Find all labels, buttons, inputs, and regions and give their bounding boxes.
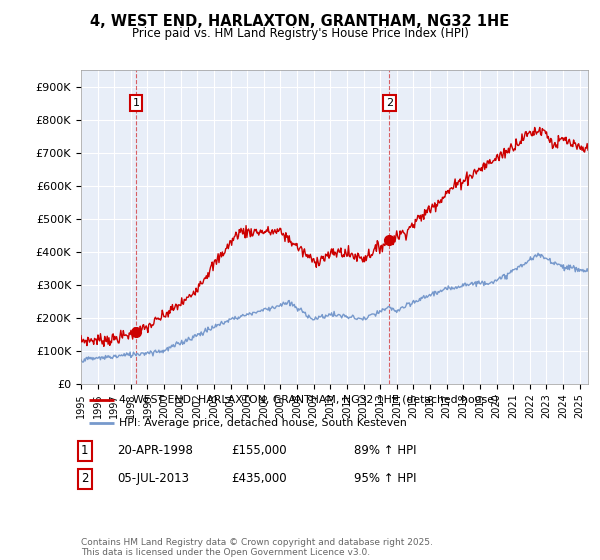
Text: Contains HM Land Registry data © Crown copyright and database right 2025.
This d: Contains HM Land Registry data © Crown c… (81, 538, 433, 557)
Text: 2: 2 (386, 98, 393, 108)
Text: 20-APR-1998: 20-APR-1998 (117, 444, 193, 458)
Text: £435,000: £435,000 (231, 472, 287, 486)
Text: 05-JUL-2013: 05-JUL-2013 (117, 472, 189, 486)
Text: HPI: Average price, detached house, South Kesteven: HPI: Average price, detached house, Sout… (119, 418, 407, 427)
Text: 1: 1 (133, 98, 139, 108)
Text: 4, WEST END, HARLAXTON, GRANTHAM, NG32 1HE: 4, WEST END, HARLAXTON, GRANTHAM, NG32 1… (91, 14, 509, 29)
Text: 89% ↑ HPI: 89% ↑ HPI (354, 444, 416, 458)
Text: 1: 1 (81, 444, 89, 458)
Text: £155,000: £155,000 (231, 444, 287, 458)
Text: 4, WEST END, HARLAXTON, GRANTHAM, NG32 1HE (detached house): 4, WEST END, HARLAXTON, GRANTHAM, NG32 1… (119, 395, 498, 404)
Text: Price paid vs. HM Land Registry's House Price Index (HPI): Price paid vs. HM Land Registry's House … (131, 27, 469, 40)
Text: 2: 2 (81, 472, 89, 486)
Text: 95% ↑ HPI: 95% ↑ HPI (354, 472, 416, 486)
